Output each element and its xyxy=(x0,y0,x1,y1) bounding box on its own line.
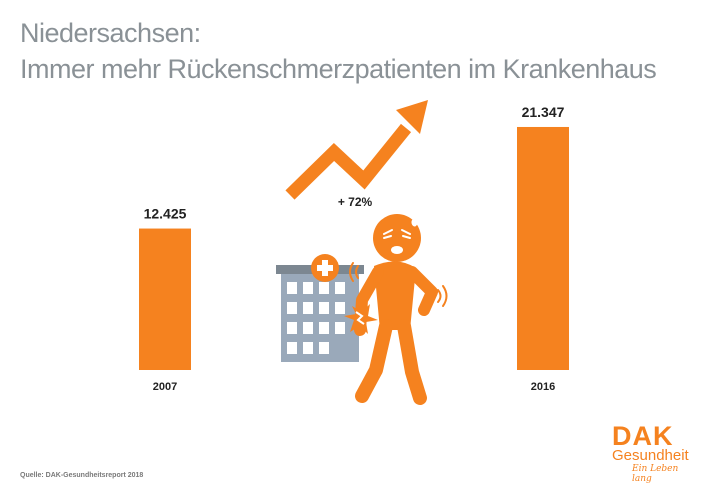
logo-claim: Ein Leben lang xyxy=(632,464,679,484)
category-label-2007: 2007 xyxy=(153,381,177,393)
bar-2016 xyxy=(517,126,569,370)
hospital-cross-icon xyxy=(311,254,339,282)
hospital-building-icon xyxy=(276,265,364,362)
bar-2007 xyxy=(139,228,191,370)
value-label-2007: 12.425 xyxy=(144,206,187,222)
person-back-pain-icon xyxy=(349,214,448,405)
title-line-1: Niedersachsen: xyxy=(20,18,201,48)
title-line-2: Immer mehr Rückenschmerzpatienten im Kra… xyxy=(20,54,657,84)
logo-name: Gesundheit xyxy=(612,447,689,464)
logo-brand: DAK xyxy=(612,421,674,451)
trend-arrow-icon xyxy=(285,100,428,200)
dak-logo[interactable]: DAK Gesundheit Ein Leben lang xyxy=(612,421,698,485)
category-label-2016: 2016 xyxy=(531,381,555,393)
value-label-2016: 21.347 xyxy=(522,104,565,120)
source-note: Quelle: DAK-Gesundheitsreport 2018 xyxy=(20,472,144,479)
pain-burst-icon xyxy=(344,304,378,334)
growth-annotation: + 72% xyxy=(338,195,373,209)
